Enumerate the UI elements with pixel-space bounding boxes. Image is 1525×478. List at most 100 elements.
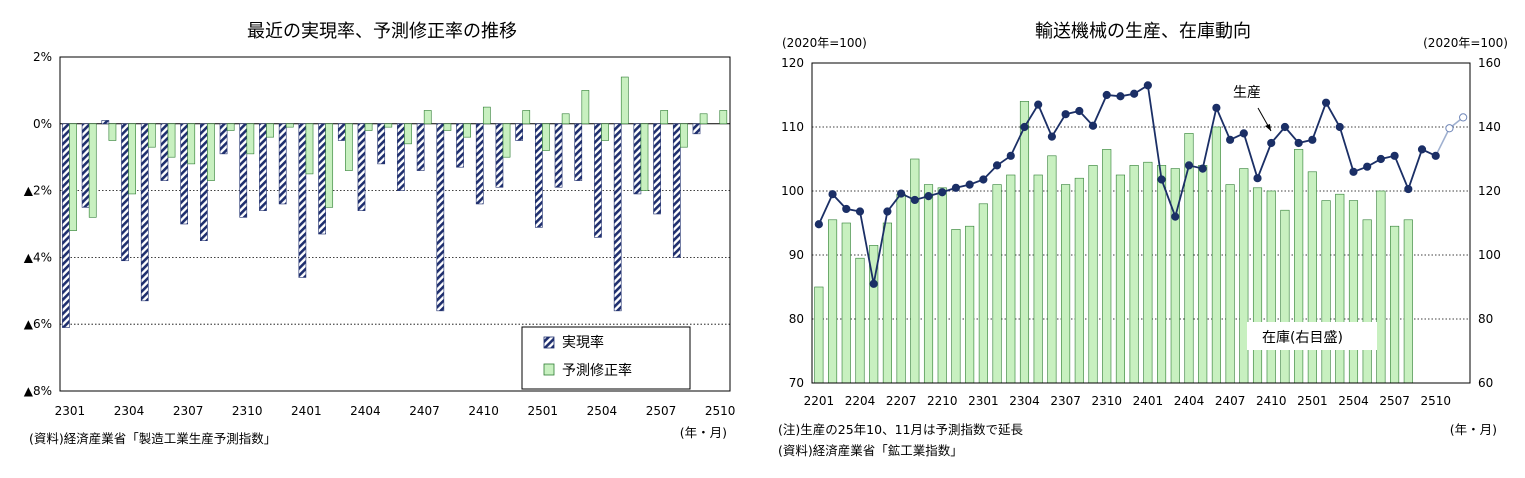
inventory-bar-2501 xyxy=(1307,171,1317,384)
production-point-2408 xyxy=(1239,129,1248,138)
right-bars xyxy=(814,101,1413,384)
production-point-2307 xyxy=(1061,110,1070,119)
production-point-2203 xyxy=(842,204,851,214)
right-x-tick-2310: 2310 xyxy=(1091,394,1122,408)
production-point-2212 xyxy=(965,180,974,189)
left-x-tick-2304: 2304 xyxy=(114,404,145,418)
production-point-2310 xyxy=(1102,90,1111,100)
left-x-tick-2301: 2301 xyxy=(55,404,86,418)
right-chart-title: 輸送機械の生産、在庫動向 xyxy=(1035,21,1251,42)
actual-bar-2301 xyxy=(62,123,70,328)
production-point-2502 xyxy=(1321,98,1331,107)
right-right-y-tick-120: 120 xyxy=(1478,184,1501,198)
actual-bar-2506 xyxy=(633,123,642,195)
left-chart-title: 最近の実現率、予測修正率の推移 xyxy=(247,21,517,42)
forecast-bar-2412 xyxy=(522,110,531,125)
actual-bar-2311 xyxy=(259,123,267,211)
forecast-bar-2403 xyxy=(345,123,353,171)
right-x-tick-2401: 2401 xyxy=(1133,394,1164,408)
production-point-2301 xyxy=(979,175,988,184)
actual-bar-2407 xyxy=(416,123,425,171)
production-point-p47 xyxy=(1459,113,1468,122)
left-x-tick-2407: 2407 xyxy=(409,404,440,418)
production-point-2405 xyxy=(1198,164,1207,173)
left-x-tick-2401: 2401 xyxy=(291,404,322,418)
production-point-2410 xyxy=(1267,138,1276,148)
inventory-bar-2307 xyxy=(1061,184,1071,384)
forecast-bar-2505 xyxy=(620,76,629,125)
actual-bar-2305 xyxy=(140,123,149,302)
inventory-bar-2405 xyxy=(1198,165,1208,384)
forecast-bar-2402 xyxy=(325,123,334,208)
forecast-bar-2301 xyxy=(69,123,77,231)
right-right-y-tick-160: 160 xyxy=(1478,56,1501,70)
actual-bar-2306 xyxy=(160,123,169,181)
right-x-tick-2301: 2301 xyxy=(968,394,999,408)
right-left-y-tick-120: 120 xyxy=(781,56,804,70)
production-point-2501 xyxy=(1308,135,1317,144)
right-x-unit: (年・月) xyxy=(1450,422,1497,437)
right-x-tick-2510: 2510 xyxy=(1420,394,1451,408)
right-right-y-tick-100: 100 xyxy=(1478,248,1501,262)
inventory-bar-2507 xyxy=(1390,225,1400,384)
legend-swatch-forecast xyxy=(543,363,555,376)
left-x-tick-labels: 2301 2304 2307 2310 2401 2404 2407 2410 2501 2504… xyxy=(55,404,736,418)
right-x-tick-2501: 2501 xyxy=(1297,394,1328,408)
production-line xyxy=(818,83,1437,284)
production-point-2209 xyxy=(924,192,933,201)
legend-swatch-actual xyxy=(543,336,555,349)
production-point-2402 xyxy=(1157,175,1166,184)
left-x-tick-2310: 2310 xyxy=(232,404,263,418)
actual-bar-2405 xyxy=(377,123,386,165)
inventory-bar-2404 xyxy=(1184,133,1194,384)
forecast-bar-2406 xyxy=(404,123,412,145)
production-point-2304 xyxy=(1020,122,1029,132)
right-left-axis-unit: (2020年=100) xyxy=(782,36,867,50)
forecast-bar-2305 xyxy=(147,123,156,148)
production-arrow-head xyxy=(1265,124,1271,131)
inventory-bar-2301 xyxy=(978,203,988,384)
inventory-bar-2310 xyxy=(1102,149,1112,384)
inventory-bar-2407 xyxy=(1225,184,1235,384)
inventory-bar-2212 xyxy=(965,225,975,384)
left-y-tick-4: ▲6% xyxy=(24,317,52,331)
actual-bar-2401 xyxy=(298,123,307,278)
right-line xyxy=(814,81,1468,288)
production-point-2401 xyxy=(1143,81,1152,90)
forecast-bar-2304 xyxy=(128,123,136,195)
production-point-2504 xyxy=(1349,167,1358,176)
inventory-bar-2210 xyxy=(937,187,947,384)
inventory-bar-2408 xyxy=(1239,168,1249,384)
production-point-2305 xyxy=(1034,100,1043,109)
forecast-bar-2405 xyxy=(384,123,393,128)
production-point-2509 xyxy=(1417,145,1427,154)
actual-bar-2409 xyxy=(456,123,464,168)
production-point-2201 xyxy=(814,220,823,229)
left-y-tick-0: 2% xyxy=(33,50,52,64)
left-x-tick-2307: 2307 xyxy=(173,404,204,418)
production-point-2406 xyxy=(1212,103,1221,112)
legend-label-forecast: 予測修正率 xyxy=(562,362,632,379)
production-point-2306 xyxy=(1047,132,1056,141)
production-point-2303 xyxy=(1006,151,1015,160)
actual-bar-2504 xyxy=(594,123,602,238)
inventory-bar-2309 xyxy=(1088,165,1098,384)
actual-bar-2503 xyxy=(574,123,583,181)
left-x-tick-2410: 2410 xyxy=(468,404,499,418)
inventory-bar-2308 xyxy=(1074,177,1084,384)
left-x-tick-2404: 2404 xyxy=(350,404,381,418)
production-point-2508 xyxy=(1404,184,1413,194)
actual-bar-2404 xyxy=(357,123,366,211)
left-x-tick-2501: 2501 xyxy=(528,404,559,418)
forecast-bar-2510 xyxy=(719,110,728,125)
inventory-bar-2401 xyxy=(1143,161,1153,384)
forecast-bar-2408 xyxy=(443,123,452,131)
production-point-2207 xyxy=(897,189,906,198)
right-plot-frame xyxy=(811,62,1471,384)
inventory-label: 在庫(右目盛) xyxy=(1262,329,1343,346)
right-x-tick-2204: 2204 xyxy=(845,394,876,408)
production-label: 生産 xyxy=(1233,85,1261,101)
forecast-bar-2407 xyxy=(423,110,432,125)
inventory-label-bg xyxy=(1247,322,1377,350)
inventory-bar-2311 xyxy=(1115,174,1125,384)
